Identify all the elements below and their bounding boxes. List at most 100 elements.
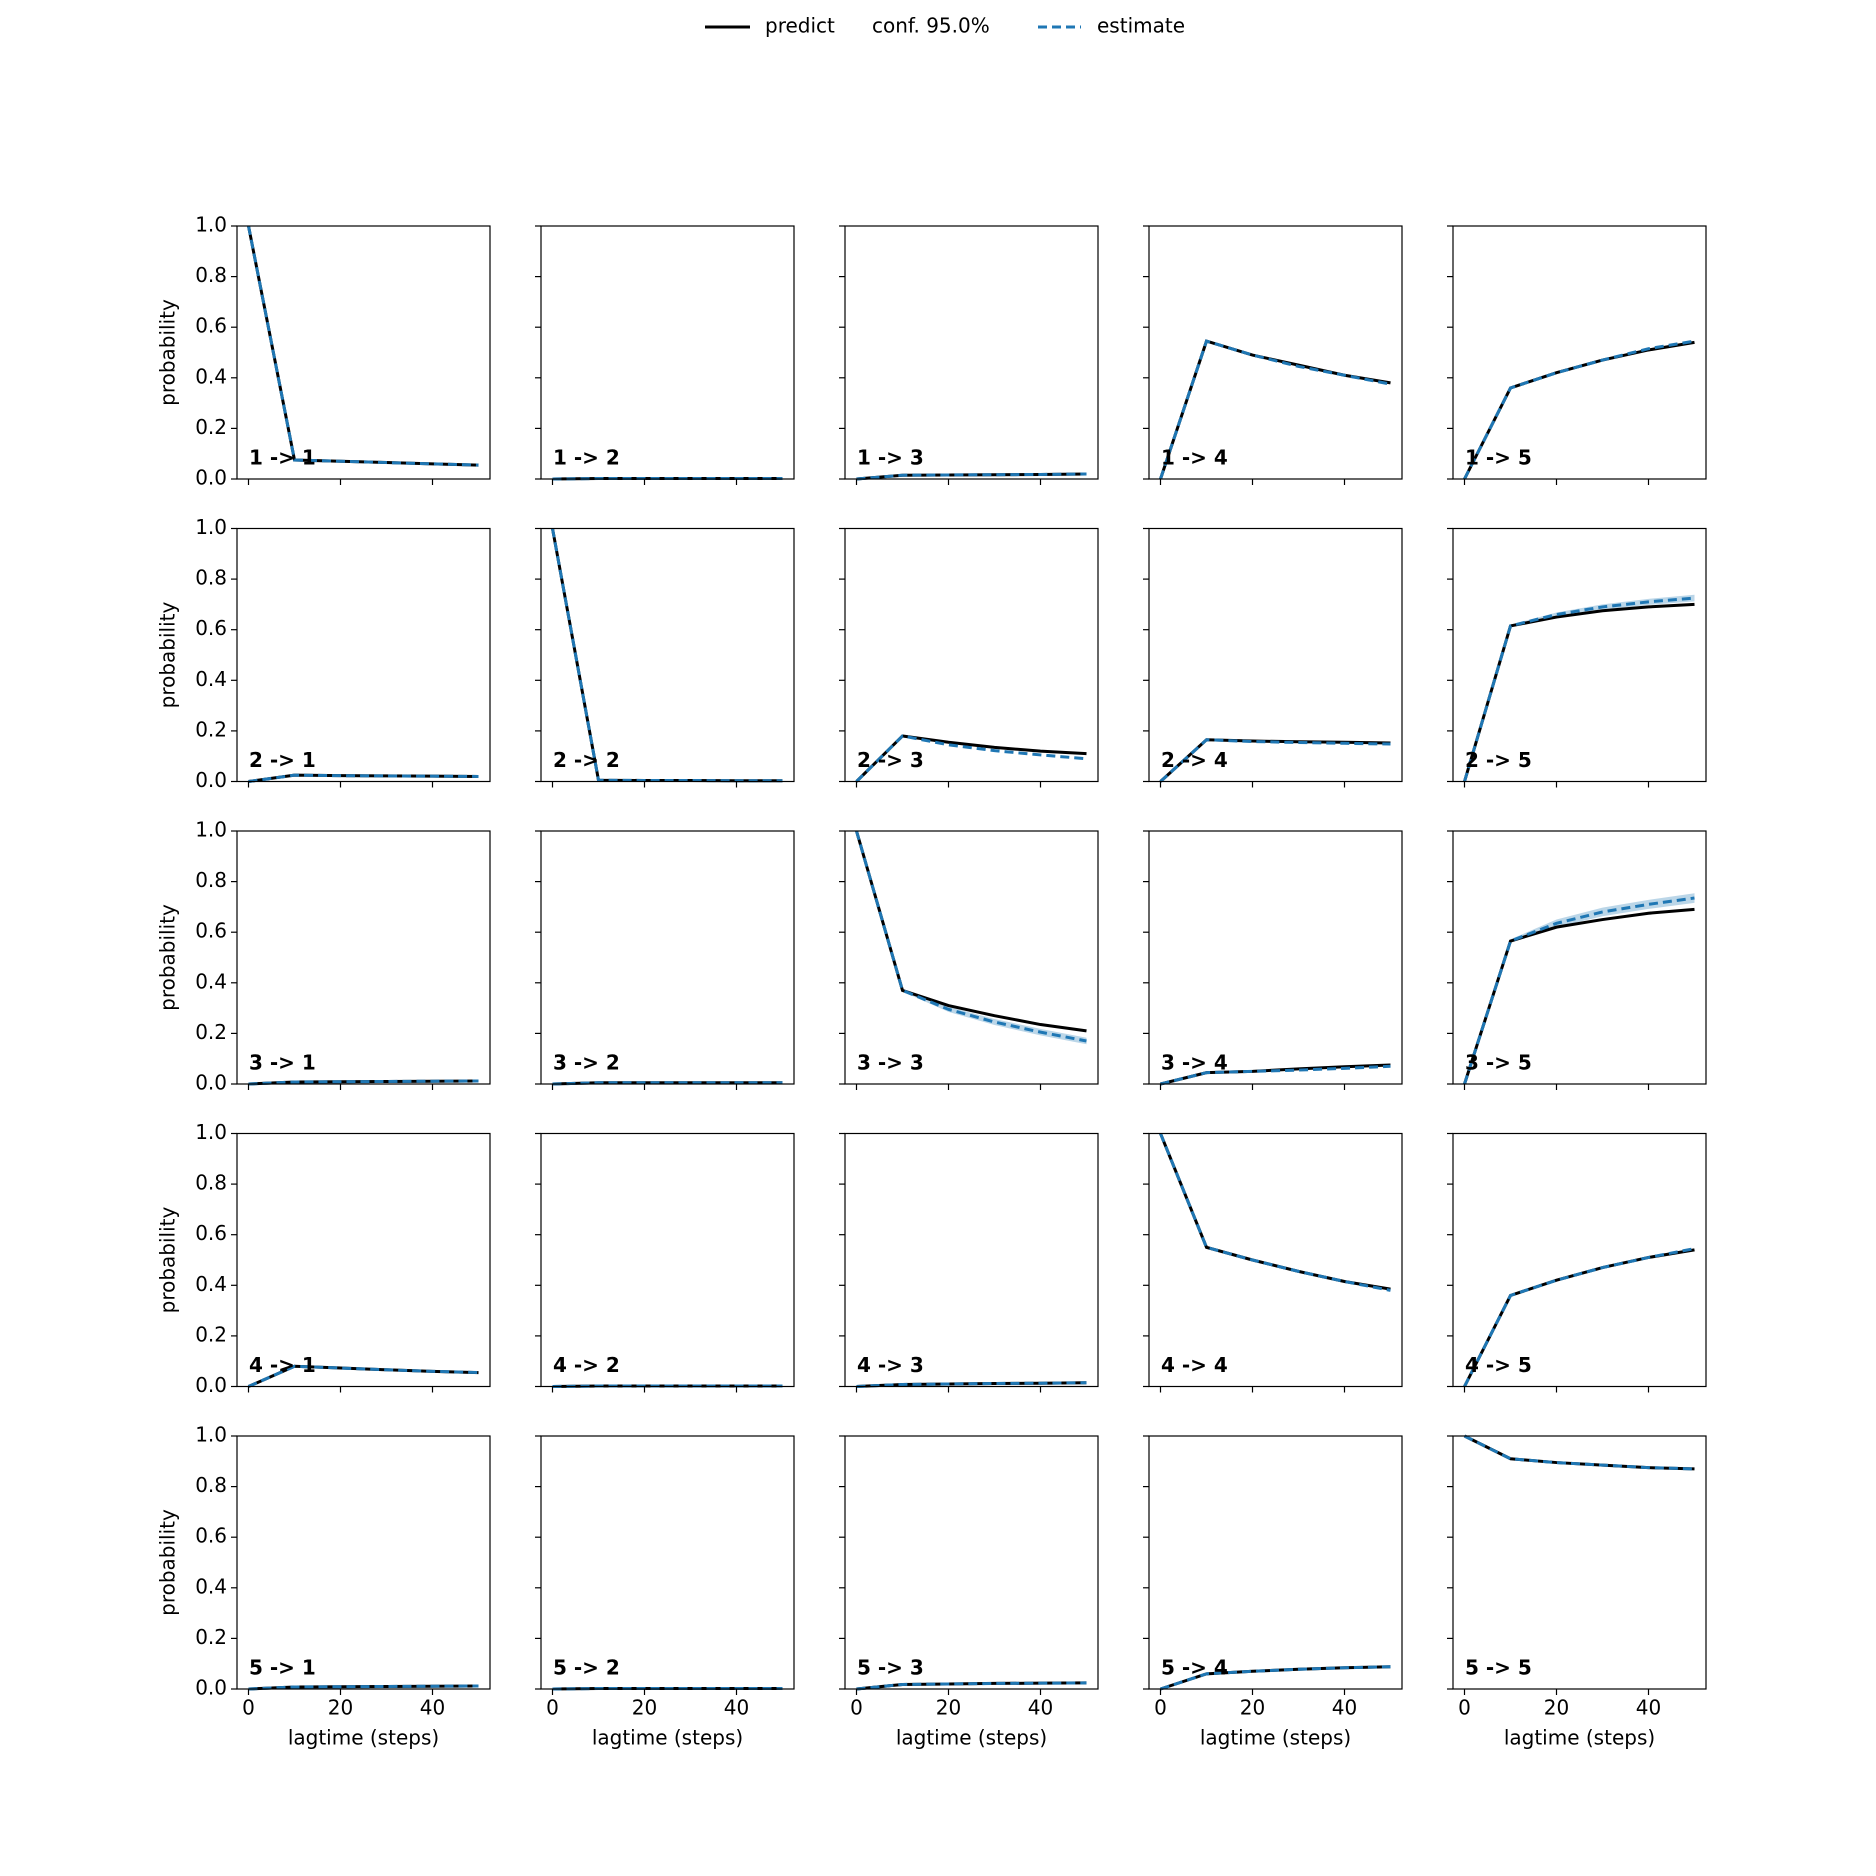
y-axis-label: probability: [156, 1206, 180, 1313]
x-tick-label: 20: [328, 1696, 353, 1720]
y-axis-label: probability: [156, 904, 180, 1011]
line-predict: [1463, 907, 1695, 1085]
panel-label: 3 -> 4: [1161, 1051, 1228, 1075]
y-tick-label: 0.8: [195, 263, 227, 287]
line-estimate: [248, 773, 479, 783]
axes-frame: [844, 1132, 1099, 1388]
legend-label: predict: [765, 14, 835, 38]
axes-frame: [1452, 1435, 1707, 1690]
y-axis-label: probability: [156, 601, 180, 708]
panel-label: 4 -> 3: [857, 1353, 924, 1377]
line-estimate: [1463, 596, 1695, 782]
axes-frame: [1148, 527, 1403, 783]
y-tick-label: 0.6: [195, 1221, 227, 1245]
panel-label: 2 -> 5: [1465, 748, 1532, 772]
line-estimate: [856, 1381, 1087, 1388]
x-axis-label: lagtime (steps): [896, 1726, 1047, 1750]
panel-label: 5 -> 3: [857, 1656, 924, 1680]
panel-label: 3 -> 1: [249, 1051, 316, 1075]
y-tick-label: 0.0: [195, 466, 227, 490]
axes-frame: [236, 830, 491, 1085]
confidence-band: [856, 831, 1087, 1045]
y-tick-label: 0.2: [195, 717, 227, 741]
panel-label: 4 -> 5: [1465, 1353, 1532, 1377]
x-tick-label: 20: [936, 1696, 961, 1720]
y-tick-label: 0.4: [195, 667, 227, 691]
y-tick-label: 0.6: [195, 919, 227, 943]
y-tick-label: 0.6: [195, 1524, 227, 1548]
panel-label: 1 -> 5: [1465, 446, 1532, 470]
panel-label: 2 -> 2: [553, 748, 620, 772]
y-tick-label: 0.4: [195, 364, 227, 388]
panel-label: 2 -> 1: [249, 748, 316, 772]
panel-label: 4 -> 1: [249, 1353, 316, 1377]
line-estimate: [552, 1081, 783, 1086]
y-tick-label: 0.2: [195, 1625, 227, 1649]
axes-frame: [844, 830, 1099, 1085]
panel-label: 1 -> 3: [857, 446, 924, 470]
y-tick-label: 0.8: [195, 868, 227, 892]
panel-label: 3 -> 3: [857, 1051, 924, 1075]
y-tick-label: 0.2: [195, 1322, 227, 1346]
x-tick-label: 0: [242, 1696, 255, 1720]
y-tick-label: 1.0: [195, 515, 227, 539]
panel-label: 2 -> 3: [857, 748, 924, 772]
axes-frame: [1148, 830, 1403, 1085]
x-tick-label: 20: [1240, 1696, 1265, 1720]
y-tick-label: 0.8: [195, 1171, 227, 1195]
line-estimate: [551, 528, 783, 783]
axes-frame: [540, 225, 795, 480]
x-axis-label: lagtime (steps): [1200, 1726, 1351, 1750]
y-tick-label: 0.6: [195, 314, 227, 338]
axes-frame: [540, 830, 795, 1085]
line-estimate: [1160, 1064, 1391, 1086]
x-tick-label: 0: [546, 1696, 559, 1720]
y-tick-label: 1.0: [195, 1423, 227, 1447]
line-estimate: [1159, 1132, 1391, 1292]
axes-frame: [236, 225, 491, 480]
axes-frame: [844, 225, 1099, 480]
x-axis-label: lagtime (steps): [592, 1726, 743, 1750]
x-axis-label: lagtime (steps): [1504, 1726, 1655, 1750]
line-estimate: [855, 734, 1087, 783]
axes-frame: [1452, 225, 1707, 480]
legend-label: conf. 95.0%: [872, 14, 990, 38]
x-tick-label: 40: [1332, 1696, 1357, 1720]
line-predict: [551, 528, 783, 783]
x-axis-label: lagtime (steps): [288, 1726, 439, 1750]
line-estimate: [248, 1684, 479, 1691]
axes-frame: [236, 1435, 491, 1690]
axes-frame: [1148, 225, 1403, 480]
line-estimate: [247, 225, 479, 467]
y-axis-label: probability: [156, 299, 180, 406]
panel-label: 4 -> 2: [553, 1353, 620, 1377]
legend-label: estimate: [1097, 14, 1185, 38]
line-predict: [1463, 602, 1695, 782]
line-estimate: [1159, 339, 1391, 480]
x-tick-label: 20: [632, 1696, 657, 1720]
line-estimate: [1463, 1247, 1695, 1388]
line-predict: [247, 225, 479, 467]
y-tick-label: 0.2: [195, 415, 227, 439]
axes-frame: [236, 1132, 491, 1388]
panel-label: 3 -> 5: [1465, 1051, 1532, 1075]
y-tick-label: 0.6: [195, 616, 227, 640]
line-predict: [855, 734, 1087, 783]
panel-label: 4 -> 4: [1161, 1353, 1228, 1377]
y-tick-label: 0.4: [195, 1272, 227, 1296]
line-estimate: [855, 830, 1087, 1043]
y-tick-label: 0.2: [195, 1020, 227, 1044]
panel-label: 2 -> 4: [1161, 748, 1228, 772]
panel-label: 5 -> 4: [1161, 1656, 1228, 1680]
y-tick-label: 1.0: [195, 1120, 227, 1144]
y-tick-label: 0.8: [195, 566, 227, 590]
axes-frame: [1148, 1435, 1403, 1690]
panel-label: 3 -> 2: [553, 1051, 620, 1075]
axes-frame: [1452, 830, 1707, 1085]
line-estimate: [856, 472, 1087, 481]
x-tick-label: 0: [1458, 1696, 1471, 1720]
y-tick-label: 0.0: [195, 1373, 227, 1397]
axes-frame: [236, 527, 491, 783]
axes-frame: [844, 1435, 1099, 1690]
